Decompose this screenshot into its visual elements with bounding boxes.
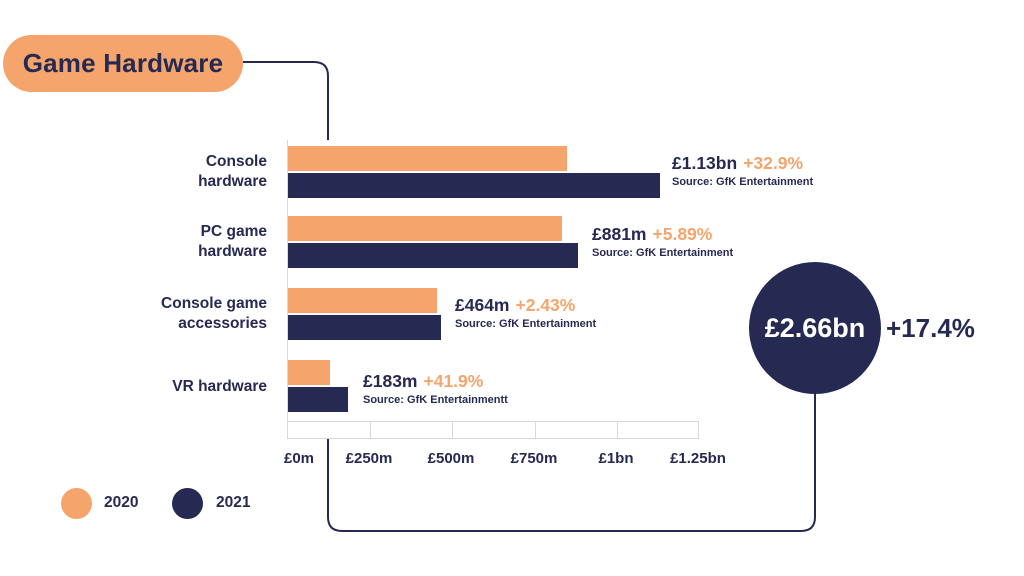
value-line: £183m +41.9%	[363, 371, 508, 391]
category-label-console-hardware: Console hardware	[198, 153, 267, 190]
category-label-vr-hardware: VR hardware	[172, 378, 267, 395]
total-change: +17.4%	[886, 313, 975, 343]
source-label: Source: GfK Entertainment	[592, 247, 734, 259]
legend-label-2021: 2021	[216, 494, 251, 511]
value-label: £881m	[592, 224, 647, 244]
axis-tick-label: £500m	[427, 450, 475, 467]
change-label: +32.9%	[743, 153, 804, 173]
plot-left-border	[287, 140, 288, 421]
bar-console-accessories-2021	[288, 315, 441, 340]
connector-title-to-chart	[243, 61, 329, 150]
value-label: £1.13bn	[672, 153, 738, 173]
axis-tick-label: £250m	[345, 450, 393, 467]
axis-tick-label: £0m	[283, 450, 315, 467]
bar-vr-hardware-2021	[288, 387, 348, 412]
axis-tick-label: £750m	[510, 450, 558, 467]
annotation-console-hardware: £1.13bn +32.9% Source: GfK Entertainment	[672, 153, 813, 188]
category-label-pc-game-hardware: PC game hardware	[198, 223, 267, 260]
total-circle: £2.66bn	[749, 262, 881, 394]
axis-tick-label: £1bn	[598, 450, 634, 467]
bar-console-accessories-2020	[288, 288, 437, 313]
bar-vr-hardware-2020	[288, 360, 330, 385]
connector-chart-to-total	[327, 392, 816, 532]
bar-group	[288, 140, 700, 421]
source-label: Source: GfK Entertainment	[672, 176, 814, 188]
bar-pc-game-hardware-2020	[288, 216, 562, 241]
axis-tick-label: £1.25bn	[670, 450, 726, 467]
bar-console-hardware-2021	[288, 173, 660, 198]
legend-dot-2020	[61, 488, 92, 519]
value-label: £464m	[455, 295, 510, 315]
x-axis-labels: £0m £250m £500m £750m £1bn £1.25bn	[283, 450, 726, 470]
axis-tick	[370, 422, 371, 438]
change-label: +2.43%	[515, 295, 576, 315]
value-line: £464m +2.43%	[455, 295, 596, 315]
value-line: £1.13bn +32.9%	[672, 153, 813, 173]
change-label: +5.89%	[652, 224, 713, 244]
bar-pc-game-hardware-2021	[288, 243, 578, 268]
annotation-pc-game-hardware: £881m +5.89% Source: GfK Entertainment	[592, 224, 733, 259]
source-label: Source: GfK Entertainmentt	[363, 394, 508, 406]
legend-label-2020: 2020	[104, 494, 139, 511]
annotation-console-accessories: £464m +2.43% Source: GfK Entertainment	[455, 295, 596, 330]
category-label-console-accessories: Console game accessories	[161, 295, 267, 332]
legend-dot-2021	[172, 488, 203, 519]
axis-tick	[535, 422, 536, 438]
chart-title-pill: Game Hardware	[3, 35, 243, 92]
annotation-vr-hardware: £183m +41.9% Source: GfK Entertainmentt	[363, 371, 508, 406]
value-label: £183m	[363, 371, 418, 391]
source-label: Source: GfK Entertainment	[455, 318, 597, 330]
axis-tick	[452, 422, 453, 438]
chart-title: Game Hardware	[22, 48, 224, 78]
axis-tick	[617, 422, 618, 438]
change-label: +41.9%	[423, 371, 484, 391]
bar-console-hardware-2020	[288, 146, 567, 171]
x-axis-ruler	[287, 421, 699, 439]
total-value: £2.66bn	[764, 312, 866, 343]
value-line: £881m +5.89%	[592, 224, 733, 244]
